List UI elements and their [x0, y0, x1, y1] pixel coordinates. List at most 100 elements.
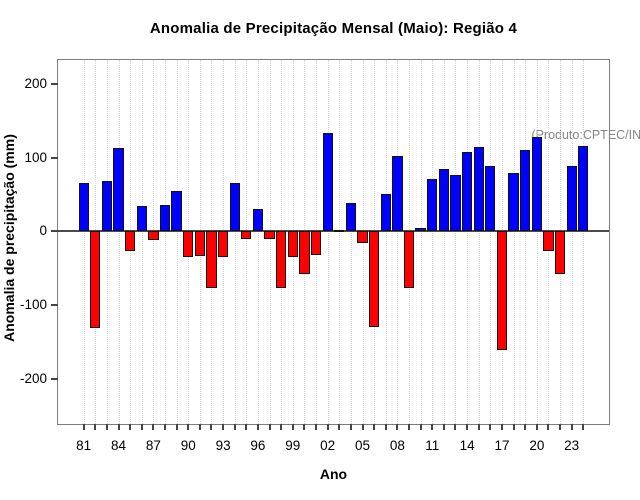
bar-11 [427, 178, 438, 232]
bar-19 [520, 150, 531, 232]
x-tick-20 [535, 424, 538, 430]
source-annotation: (Produto:CPTEC/INPE) [531, 128, 640, 142]
y-tick-100 [51, 156, 58, 159]
bar-12 [438, 168, 450, 232]
bar-23 [566, 166, 577, 232]
x-tick-19 [524, 424, 527, 430]
x-tick-91 [198, 424, 201, 430]
gridline [176, 60, 178, 424]
x-tick-99 [291, 424, 294, 430]
x-tick-07 [384, 424, 387, 430]
bar-94 [229, 183, 240, 232]
bar-05 [357, 231, 368, 244]
bar-01 [310, 231, 322, 256]
gridline [350, 60, 352, 424]
zero-axis-line [58, 230, 609, 233]
bar-18 [508, 173, 519, 232]
bar-07 [380, 193, 391, 232]
x-tick-label-96: 96 [250, 438, 266, 453]
x-tick-label-11: 11 [425, 438, 440, 453]
gridline [118, 60, 120, 424]
gridline [153, 60, 155, 424]
bar-97 [264, 231, 275, 239]
y-tick--100 [51, 304, 58, 307]
gridline [478, 60, 480, 424]
x-tick-02 [326, 424, 329, 430]
x-tick-label-99: 99 [285, 438, 301, 453]
bar-92 [206, 231, 217, 289]
gridline [420, 60, 422, 424]
x-tick-86 [140, 424, 143, 430]
x-tick-90 [187, 424, 190, 430]
x-tick-03 [338, 424, 341, 430]
bar-15 [473, 147, 484, 232]
gridline [339, 60, 341, 424]
x-tick-14 [466, 424, 469, 430]
chart-title: Anomalia de Precipitação Mensal (Maio): … [149, 20, 518, 37]
bar-06 [369, 231, 380, 328]
y-tick-label-0: 0 [39, 223, 47, 239]
bar-21 [543, 231, 554, 251]
x-tick-label-87: 87 [145, 438, 161, 453]
x-tick-16 [489, 424, 492, 430]
x-tick-21 [547, 424, 550, 430]
x-tick-81 [82, 424, 85, 430]
gridline [455, 60, 457, 424]
bar-93 [217, 231, 229, 257]
x-tick-11 [431, 424, 434, 430]
y-tick-label-200: 200 [24, 75, 47, 91]
bar-86 [136, 205, 147, 232]
x-tick-13 [454, 424, 457, 430]
bar-10 [415, 228, 426, 232]
x-tick-92 [210, 424, 213, 430]
gridline [246, 60, 248, 424]
gridline [397, 60, 399, 424]
bar-17 [496, 231, 508, 350]
x-tick-label-90: 90 [180, 438, 196, 453]
x-tick-89 [175, 424, 178, 430]
gridline [83, 60, 85, 424]
y-tick--200 [51, 378, 58, 381]
bar-83 [101, 181, 113, 232]
bar-81 [78, 182, 89, 232]
x-tick-label-84: 84 [110, 438, 127, 453]
x-axis-title: Ano [319, 466, 348, 482]
x-tick-00 [303, 424, 306, 430]
bar-04 [345, 203, 357, 232]
y-tick-label--200: -200 [19, 371, 47, 387]
gridline [583, 60, 585, 424]
x-tick-84 [117, 424, 120, 430]
x-tick-18 [512, 424, 515, 430]
bar-84 [113, 147, 124, 232]
x-tick-08 [396, 424, 399, 430]
x-tick-05 [361, 424, 364, 430]
x-tick-15 [477, 424, 480, 430]
x-tick-label-05: 05 [355, 438, 371, 453]
x-tick-22 [559, 424, 562, 430]
x-tick-09 [408, 424, 410, 430]
bar-85 [124, 231, 136, 251]
gridline [234, 60, 236, 424]
bar-22 [554, 231, 566, 275]
x-tick-06 [373, 424, 376, 430]
bar-99 [287, 231, 298, 258]
bar-98 [276, 231, 287, 288]
bar-88 [159, 204, 171, 232]
gridline [443, 60, 445, 424]
y-tick-0 [51, 230, 58, 233]
x-tick-04 [349, 424, 352, 430]
bar-87 [148, 231, 159, 241]
bar-00 [299, 231, 310, 274]
x-tick-24 [582, 424, 585, 430]
x-tick-01 [315, 424, 318, 430]
bar-95 [241, 231, 252, 239]
x-tick-label-14: 14 [459, 438, 475, 453]
gridline [257, 60, 259, 424]
y-tick-200 [51, 82, 58, 85]
bar-02 [322, 133, 333, 232]
x-tick-85 [129, 424, 132, 430]
bar-13 [450, 174, 461, 232]
gridline [164, 60, 166, 424]
y-tick-label--100: -100 [19, 297, 47, 313]
